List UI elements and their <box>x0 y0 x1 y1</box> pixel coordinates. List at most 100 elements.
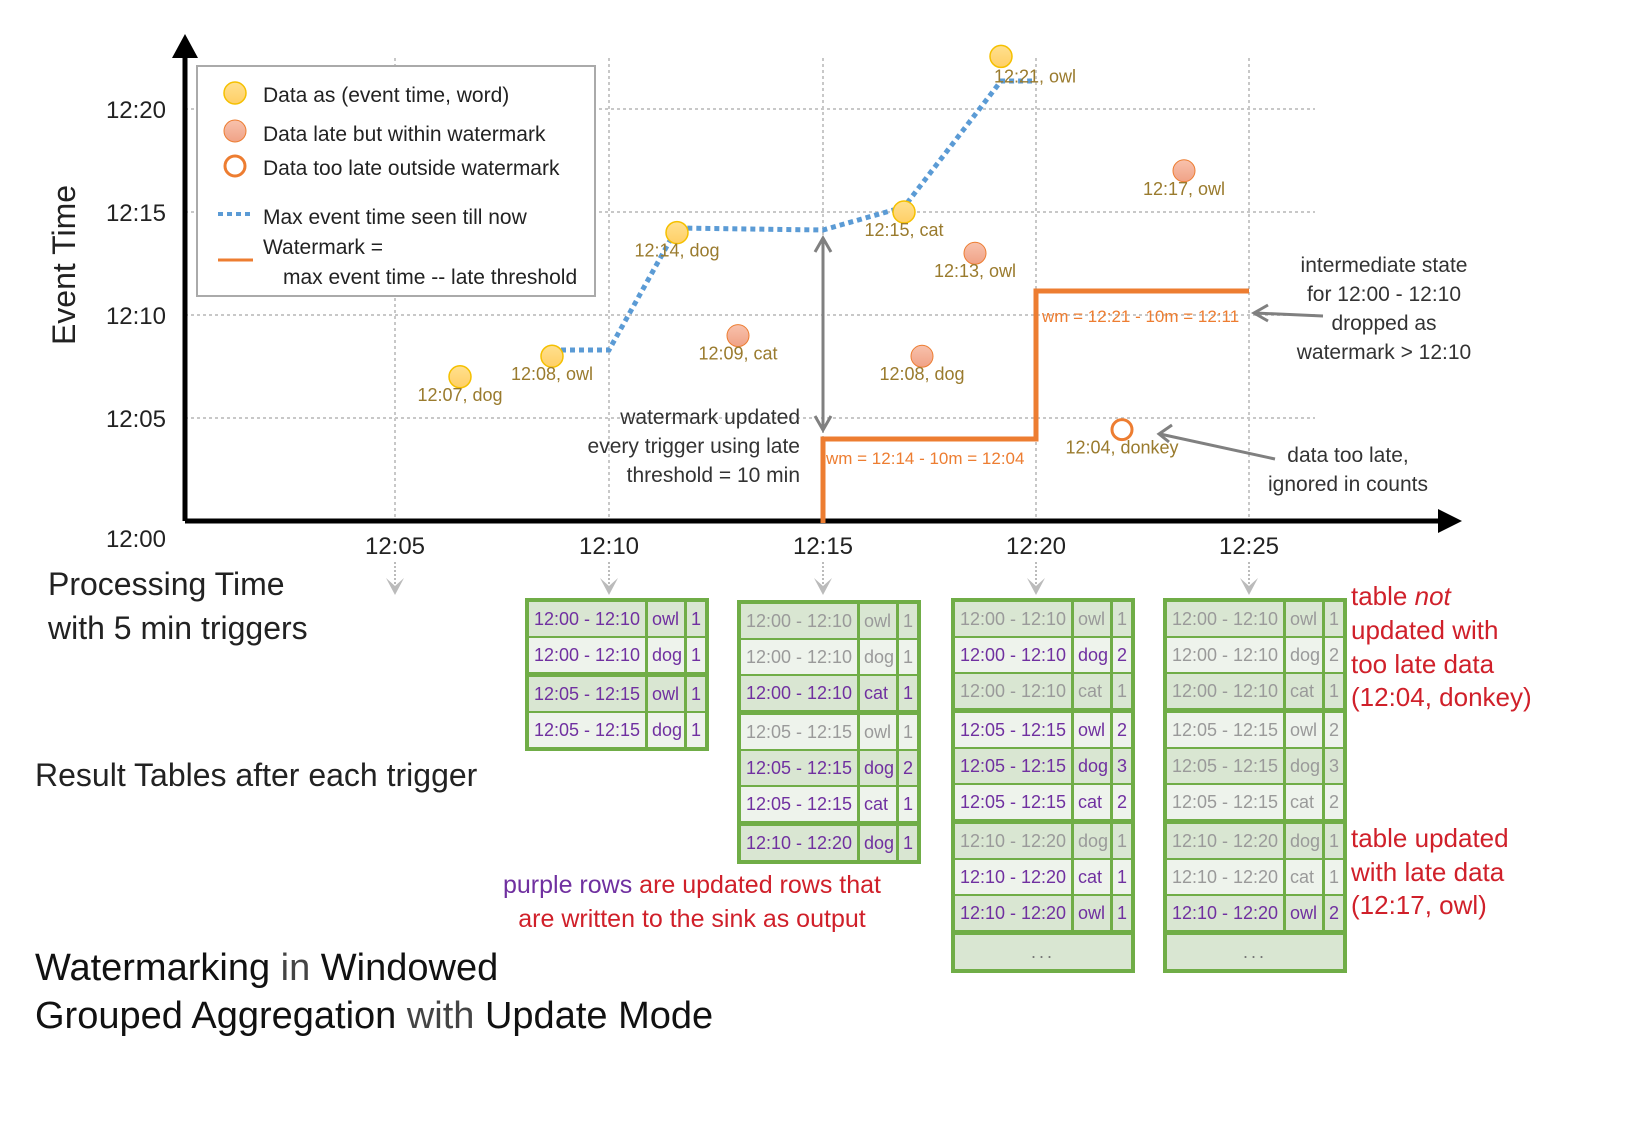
unchanged-row: 12:05 - 12:15 owl 2 <box>1167 708 1343 747</box>
watermark-note: watermark updated every trigger using la… <box>588 406 800 487</box>
on-time-dot-icon <box>665 220 689 245</box>
word-cell: cat <box>1283 674 1322 708</box>
note-line: ignored in counts <box>1268 473 1428 496</box>
updated-row: 12:00 - 12:10 cat 1 <box>741 674 917 710</box>
word-cell: cat <box>1071 860 1110 894</box>
note-line: (12:04, donkey) <box>1351 682 1532 712</box>
count-cell: 1 <box>896 715 917 749</box>
updated-row: 12:00 - 12:10 dog 2 <box>955 636 1131 672</box>
count-cell: 1 <box>684 713 705 747</box>
word-cell: cat <box>1283 860 1322 894</box>
note-line: for 12:00 - 12:10 <box>1307 283 1461 306</box>
window-cell: 12:00 - 12:10 <box>1171 608 1279 629</box>
title-word: Windowed <box>321 947 498 989</box>
word-cell: owl <box>645 602 684 636</box>
count-cell: 2 <box>1322 638 1343 672</box>
window-cell: 12:00 - 12:10 <box>959 644 1067 665</box>
y-tick-label: 12:20 <box>106 97 166 124</box>
watermark-label-1: wm = 12:14 - 10m = 12:04 <box>825 449 1024 468</box>
too-late-note: data too late, ignored in counts <box>1268 444 1428 496</box>
word-cell: owl <box>1071 896 1110 930</box>
updated-row: 12:05 - 12:15 dog 3 <box>955 747 1131 783</box>
late-dot-icon <box>726 324 750 348</box>
x-tick-label: 12:15 <box>793 533 853 560</box>
data-point-label: 12:13, owl <box>934 261 1016 281</box>
title-word: Watermarking <box>35 947 270 989</box>
note-line: watermark updated <box>619 406 800 429</box>
title-word: Grouped Aggregation <box>35 995 396 1037</box>
word-cell: owl <box>857 715 896 749</box>
word-cell: dog <box>1071 638 1110 672</box>
x-tick-label: 12:25 <box>1219 533 1279 560</box>
data-point-label: 12:14, dog <box>634 241 719 261</box>
on-time-dot-icon <box>223 81 247 105</box>
word-cell: cat <box>1071 785 1110 819</box>
unchanged-row: 12:00 - 12:10 cat 1 <box>1167 672 1343 708</box>
x-tick-label: 12:05 <box>365 533 425 560</box>
word-cell: dog <box>1283 638 1322 672</box>
window-cell: 12:05 - 12:15 <box>959 755 1067 776</box>
result-table-4: 12:00 - 12:10 owl 1 12:00 - 12:10 dog 2 12:00 … <box>1163 598 1347 973</box>
data-point: 12:08, dog <box>879 344 965 384</box>
count-cell: 1 <box>896 826 917 860</box>
svg-text:Watermarking in Windowed: Watermarking in Windowed <box>35 947 498 989</box>
note-line: (12:17, owl) <box>1351 890 1487 920</box>
note-line: table updated <box>1351 823 1509 853</box>
count-cell: 1 <box>1110 674 1131 708</box>
note-line: too late data <box>1351 649 1495 679</box>
window-cell: 12:05 - 12:15 <box>1171 755 1279 776</box>
window-cell: 12:05 - 12:15 <box>1171 719 1279 740</box>
window-cell: 12:10 - 12:20 <box>745 832 853 853</box>
note-line: dropped as <box>1331 312 1436 335</box>
legend-max-line: Max event time seen till now <box>263 206 528 229</box>
legend-on-time: Data as (event time, word) <box>263 84 509 107</box>
count-cell: 1 <box>1110 860 1131 894</box>
count-cell: 1 <box>896 676 917 710</box>
y-tick-label: 12:00 <box>106 526 166 553</box>
legend-watermark-1: Watermark = <box>263 236 383 259</box>
late-dot-icon <box>963 241 987 265</box>
word-cell: dog <box>1071 749 1110 783</box>
sink-output-note: are written to the sink as output <box>518 905 865 933</box>
count-cell: 1 <box>684 677 705 711</box>
data-point-label: 12:04, donkey <box>1065 438 1178 458</box>
unchanged-row: 12:10 - 12:20 dog 1 <box>955 819 1131 858</box>
window-cell: 12:05 - 12:15 <box>745 793 853 814</box>
note-line: threshold = 10 min <box>627 464 800 487</box>
window-cell: 12:05 - 12:15 <box>533 719 641 740</box>
window-cell: 12:00 - 12:10 <box>745 610 853 631</box>
window-cell: 12:05 - 12:15 <box>959 719 1067 740</box>
unchanged-row: 12:10 - 12:20 cat 1 <box>1167 858 1343 894</box>
word-cell: dog <box>857 751 896 785</box>
note-text: table <box>1351 581 1415 611</box>
unchanged-row: 12:00 - 12:10 owl 1 <box>1167 602 1343 636</box>
window-cell: 12:10 - 12:20 <box>1171 830 1279 851</box>
word-cell: dog <box>645 638 684 672</box>
count-cell: 2 <box>896 751 917 785</box>
count-cell: 1 <box>1110 896 1131 930</box>
data-point-label: 12:17, owl <box>1143 179 1225 199</box>
data-point-label: 12:08, owl <box>511 364 593 384</box>
word-cell: dog <box>645 713 684 747</box>
word-cell: owl <box>1283 713 1322 747</box>
data-point-label: 12:21, owl <box>994 66 1076 86</box>
count-cell: 1 <box>684 638 705 672</box>
updated-row: 12:05 - 12:15 dog 1 <box>529 711 705 747</box>
threshold-double-arrow-icon <box>813 234 833 434</box>
late-dot-icon <box>1172 159 1196 183</box>
count-cell: 1 <box>684 602 705 636</box>
window-cell: 12:10 - 12:20 <box>1171 902 1279 923</box>
updated-row: 12:05 - 12:15 owl 2 <box>955 708 1131 747</box>
y-axis-arrowhead-icon <box>172 34 198 58</box>
word-cell: dog <box>1283 824 1322 858</box>
x-axis-label-line1: Processing Time <box>48 566 285 602</box>
trigger-arrow-icon <box>814 562 832 595</box>
window-cell: 12:05 - 12:15 <box>745 757 853 778</box>
trigger-arrow-icon <box>1240 562 1258 595</box>
svg-text:Grouped Aggregation with Updat: Grouped Aggregation with Update Mode <box>35 995 713 1037</box>
updated-row: 12:10 - 12:20 cat 1 <box>955 858 1131 894</box>
svg-text:table not: table not <box>1351 581 1453 611</box>
count-cell: 1 <box>1110 824 1131 858</box>
x-tick-label: 12:20 <box>1006 533 1066 560</box>
